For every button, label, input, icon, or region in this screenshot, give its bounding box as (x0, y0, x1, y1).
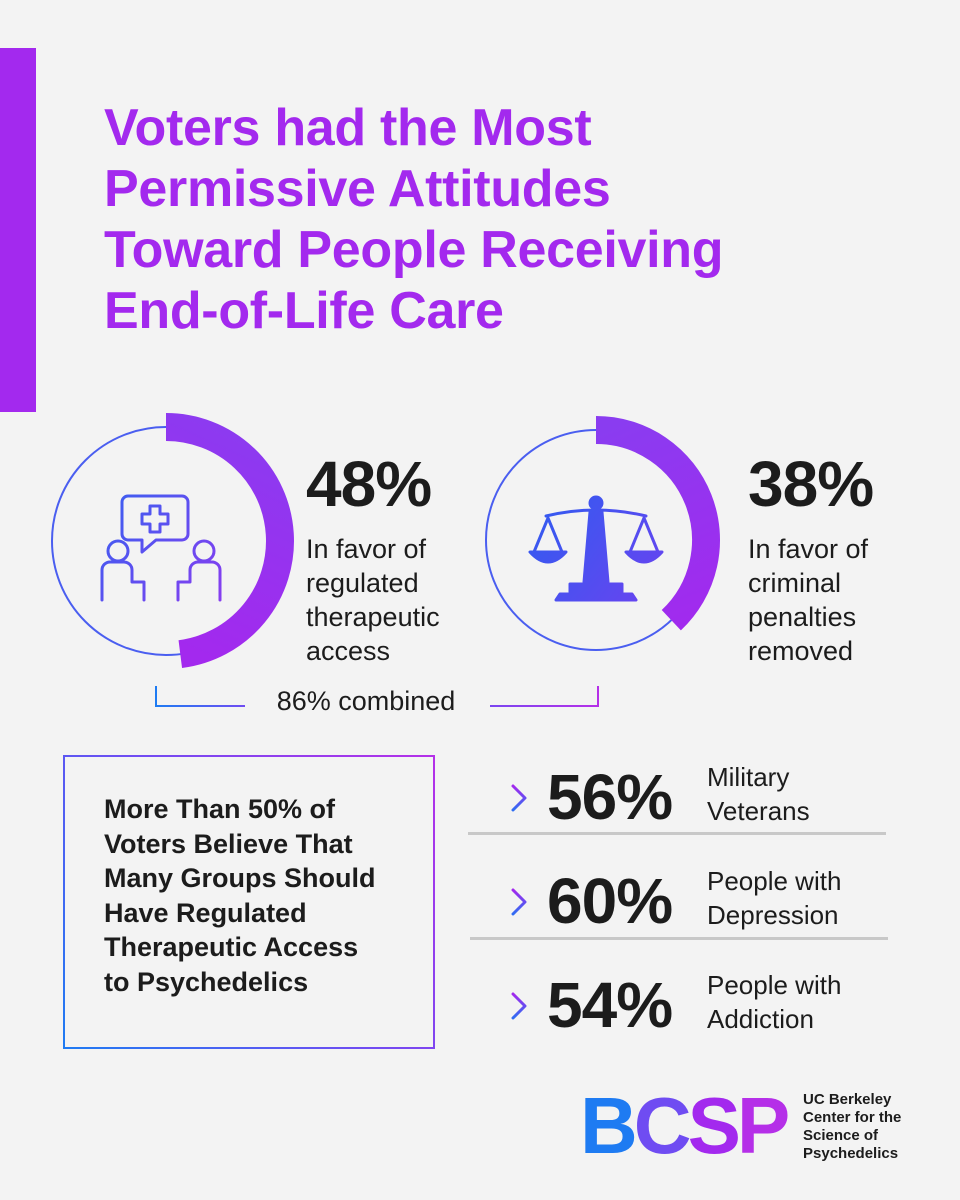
donut-arc-therapeutic (165, 413, 294, 668)
org-line: Center for the (803, 1109, 902, 1126)
row-divider (468, 832, 886, 835)
org-line: Science of (803, 1127, 879, 1144)
org-line: UC Berkeley (803, 1091, 892, 1108)
stat-description: In favor of criminal penalties removed (748, 532, 873, 668)
chevron-right-icon (511, 784, 527, 812)
group-name-line: Depression (707, 900, 839, 930)
stat-therapeutic-access: 48% In favor of regulated therapeutic ac… (306, 452, 440, 668)
group-row-veterans: 56% Military Veterans (505, 752, 905, 842)
stat-description-line: access (306, 636, 391, 666)
callout-line: to Psychedelics (104, 966, 309, 997)
chevron-right-icon (511, 888, 527, 916)
chevron-right-icon (511, 992, 527, 1020)
callout-line: Have Regulated (104, 897, 307, 928)
callout-line: More Than 50% of (104, 794, 336, 824)
stat-description-line: In favor of (748, 534, 869, 564)
group-name-line: People with (707, 970, 842, 1000)
group-name: Military Veterans (707, 760, 907, 828)
group-row-depression: 60% People with Depression (505, 856, 905, 946)
org-line: Psychedelics (803, 1145, 899, 1162)
stat-description-line: regulated (306, 568, 419, 598)
stat-criminal-penalties: 38% In favor of criminal penalties remov… (748, 448, 874, 668)
combined-bracket-left (155, 686, 245, 707)
accent-bar (0, 48, 36, 412)
stat-percent: 38% (748, 448, 874, 520)
donut-arc-penalties (595, 416, 720, 631)
combined-bracket-right (490, 686, 599, 707)
therapy-session-icon (100, 494, 222, 602)
logo-letter: B (580, 1081, 638, 1170)
page-title: Voters had the Most Permissive Attitudes… (104, 98, 904, 342)
row-divider (470, 937, 888, 940)
callout-text: More Than 50% of Voters Believe That Man… (104, 792, 434, 999)
title-line: Toward People Receiving (104, 221, 724, 279)
group-row-addiction: 54% People with Addiction (505, 960, 905, 1050)
group-name-line: Military (707, 762, 790, 792)
callout-line: Voters Believe That (104, 828, 353, 859)
group-percent: 54% (547, 969, 673, 1041)
title-line: End-of-Life Care (104, 282, 504, 340)
stat-description-line: penalties (748, 602, 857, 632)
logo-letter: P (736, 1081, 790, 1170)
stat-description-line: therapeutic (306, 602, 440, 632)
logo-letter: S (687, 1081, 741, 1170)
group-percent: 60% (547, 865, 673, 937)
title-line: Voters had the Most (104, 99, 592, 157)
organization-name: UC Berkeley Center for the Science of Ps… (803, 1091, 943, 1163)
group-name-line: Addiction (707, 1004, 814, 1034)
combined-label: 86% combined (276, 686, 456, 716)
group-name: People with Addiction (707, 968, 907, 1036)
scales-of-justice-icon (528, 495, 664, 602)
stat-percent: 48% (306, 448, 432, 520)
stat-description: In favor of regulated therapeutic access (306, 532, 440, 668)
callout-line: Therapeutic Access (104, 932, 359, 962)
stat-description-line: removed (748, 636, 854, 666)
logo-letter: C (633, 1081, 692, 1170)
callout-line: Many Groups Should (104, 863, 376, 893)
group-name: People with Depression (707, 864, 907, 932)
group-percent: 56% (547, 761, 673, 833)
bcsp-logo: BCSP (580, 1086, 790, 1166)
group-name-line: People with (707, 866, 842, 896)
stat-description-line: criminal (748, 568, 842, 598)
callout-box-border (63, 755, 435, 1049)
stat-description-line: In favor of (306, 534, 427, 564)
title-line: Permissive Attitudes (104, 160, 611, 218)
group-name-line: Veterans (707, 796, 810, 826)
